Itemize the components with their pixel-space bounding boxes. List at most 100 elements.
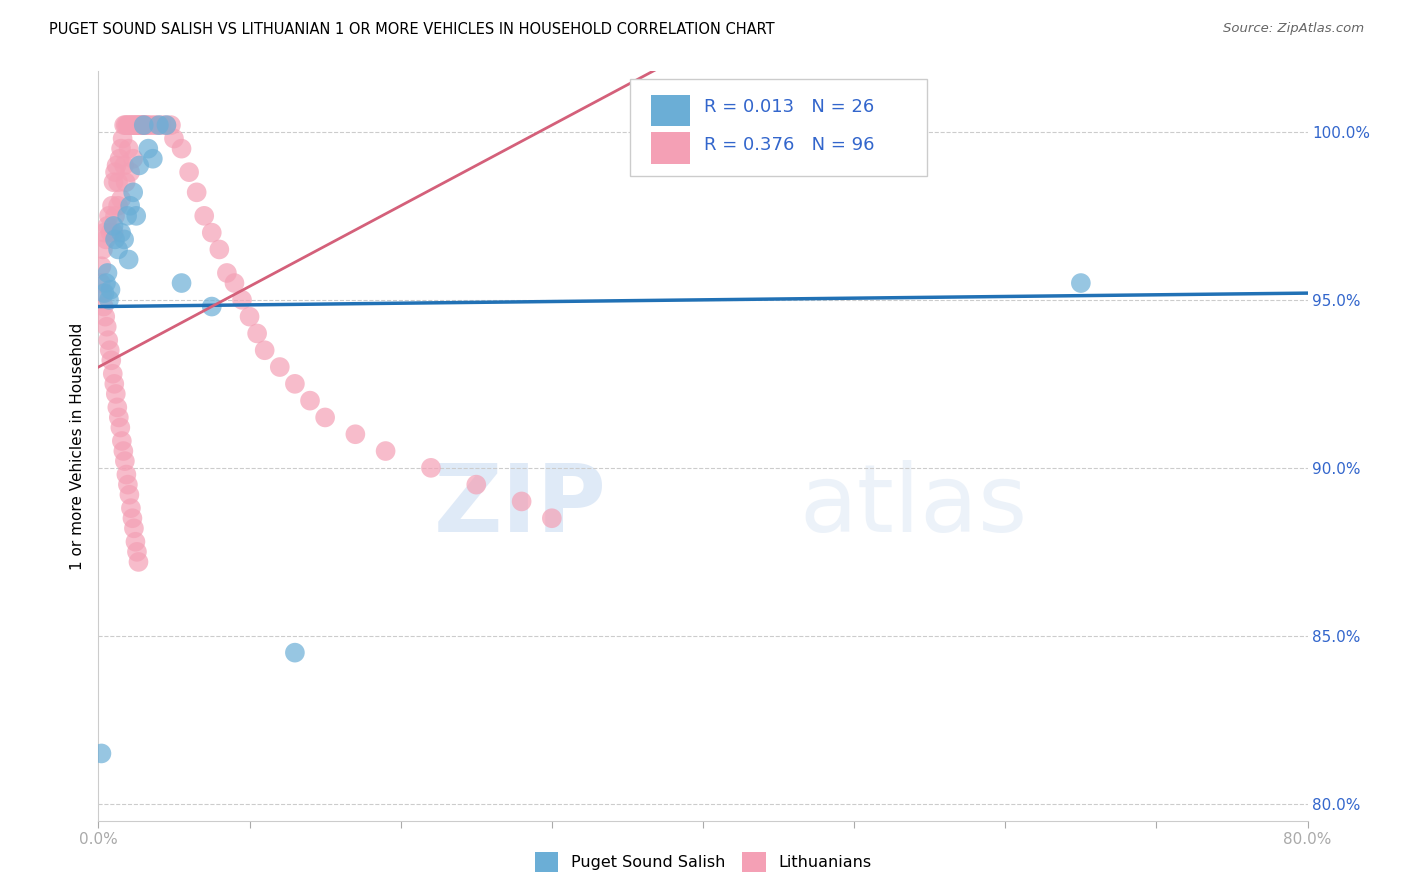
Point [201, 300, 224, 314]
Point [284, 646, 307, 660]
Point [104, 387, 127, 401]
Point [122, 152, 145, 166]
Point [103, 175, 125, 189]
Text: PUGET SOUND SALISH VS LITHUANIAN 1 OR MORE VEHICLES IN HOUSEHOLD CORRELATION CHA: PUGET SOUND SALISH VS LITHUANIAN 1 OR MO… [49, 22, 775, 37]
Point [112, 444, 135, 458]
Point [107, 175, 129, 189]
Point [107, 199, 129, 213]
Point [122, 186, 145, 200]
Point [101, 367, 124, 381]
Y-axis label: 1 or more Vehicles in Household: 1 or more Vehicles in Household [69, 322, 84, 570]
Point [97, 333, 120, 347]
Point [93, 226, 115, 240]
Point [100, 283, 122, 297]
Point [91, 243, 114, 257]
Point [100, 353, 122, 368]
Point [105, 158, 128, 172]
Point [94, 310, 117, 324]
Point [90, 276, 112, 290]
Point [118, 118, 141, 132]
Point [110, 192, 132, 206]
Point [115, 118, 138, 132]
Point [110, 142, 132, 156]
Point [104, 209, 127, 223]
Point [120, 501, 142, 516]
Point [104, 165, 127, 179]
Point [90, 259, 112, 273]
Point [136, 118, 159, 132]
Point [101, 199, 124, 213]
Point [98, 293, 121, 307]
Point [93, 286, 115, 301]
Point [118, 252, 141, 267]
Point [98, 209, 121, 223]
Point [96, 319, 118, 334]
Point [186, 186, 208, 200]
Point [96, 266, 118, 280]
Point [253, 343, 276, 358]
Point [148, 118, 170, 132]
Point [155, 118, 177, 132]
Point [146, 118, 169, 132]
Text: atlas: atlas [800, 460, 1028, 552]
Point [131, 118, 153, 132]
Point [122, 521, 145, 535]
Point [108, 410, 131, 425]
Point [121, 118, 143, 132]
Point [120, 165, 142, 179]
Point [91, 286, 114, 301]
Point [141, 118, 163, 132]
Point [163, 131, 186, 145]
Point [239, 310, 262, 324]
Point [215, 266, 238, 280]
Point [170, 142, 193, 156]
Point [124, 534, 146, 549]
Point [115, 209, 138, 223]
Point [143, 118, 166, 132]
Point [103, 226, 125, 240]
Point [269, 359, 291, 374]
Point [100, 226, 122, 240]
Text: Source: ZipAtlas.com: Source: ZipAtlas.com [1223, 22, 1364, 36]
Point [124, 118, 146, 132]
Point [93, 300, 115, 314]
Point [107, 243, 129, 257]
Point [112, 118, 135, 132]
Point [94, 232, 117, 246]
Point [179, 165, 201, 179]
Point [314, 410, 336, 425]
Point [160, 118, 183, 132]
Text: R = 0.376   N = 96: R = 0.376 N = 96 [704, 136, 875, 153]
FancyBboxPatch shape [630, 78, 927, 177]
Point [118, 488, 141, 502]
Point [125, 209, 148, 223]
Point [110, 226, 132, 240]
Point [231, 293, 253, 307]
Text: R = 0.013   N = 26: R = 0.013 N = 26 [704, 98, 875, 116]
Point [142, 152, 165, 166]
Point [128, 118, 150, 132]
Point [108, 152, 131, 166]
Point [117, 477, 139, 491]
Point [193, 209, 215, 223]
Point [284, 376, 307, 391]
Point [132, 118, 155, 132]
Point [127, 555, 149, 569]
Point [110, 420, 132, 434]
Point [208, 243, 231, 257]
Point [104, 232, 127, 246]
Point [201, 226, 224, 240]
Point [118, 142, 141, 156]
Point [105, 401, 128, 415]
Point [114, 175, 136, 189]
Point [134, 118, 156, 132]
Text: ZIP: ZIP [433, 460, 606, 552]
Point [122, 118, 145, 132]
Legend: Puget Sound Salish, Lithuanians: Puget Sound Salish, Lithuanians [526, 844, 880, 880]
Point [125, 118, 148, 132]
Point [111, 131, 134, 145]
Point [112, 158, 135, 172]
Point [129, 118, 152, 132]
Point [299, 393, 322, 408]
Point [136, 142, 159, 156]
